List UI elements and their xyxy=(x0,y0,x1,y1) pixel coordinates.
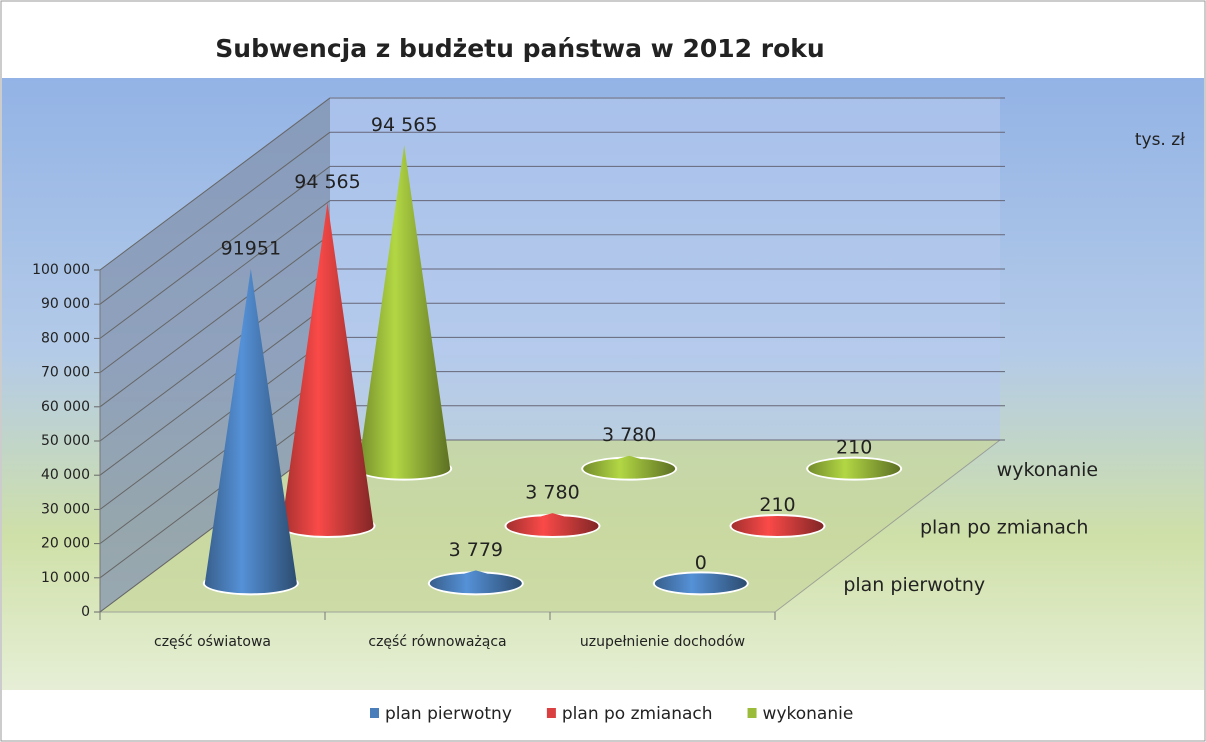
data-label: 3 779 xyxy=(449,539,503,561)
y-tick-label: 20 000 xyxy=(41,536,90,552)
grid-line xyxy=(99,302,331,476)
legend-swatch xyxy=(546,708,556,718)
y-tick-label: 10 000 xyxy=(41,570,90,586)
data-label: 0 xyxy=(695,552,707,574)
grid-line xyxy=(99,97,331,271)
cone xyxy=(429,570,522,594)
y-tick-label: 0 xyxy=(81,604,90,620)
grid-line xyxy=(99,268,331,442)
chart-title: Subwencja z budżetu państwa w 2012 roku xyxy=(215,34,824,63)
cone xyxy=(654,573,747,594)
cone xyxy=(358,145,451,479)
cone xyxy=(583,455,676,479)
cone xyxy=(808,458,901,479)
legend-label: plan po zmianach xyxy=(562,704,713,724)
data-label: 3 780 xyxy=(602,424,656,446)
data-label: 91951 xyxy=(221,237,281,259)
x-tick-label: uzupełnienie dochodów xyxy=(580,634,745,650)
legend-swatch xyxy=(370,708,379,718)
y-tick-label: 60 000 xyxy=(41,399,90,415)
data-label: 94 565 xyxy=(371,114,437,136)
data-label: 210 xyxy=(836,436,872,458)
grid-line xyxy=(99,165,331,339)
unit-label: tys. zł xyxy=(1135,130,1185,150)
grid-line xyxy=(99,371,331,545)
x-tick-label: część oświatowa xyxy=(154,634,271,650)
grid-line xyxy=(99,336,331,510)
x-tick-label: część równoważąca xyxy=(368,634,506,650)
data-label: 210 xyxy=(759,494,795,516)
depth-label: plan pierwotny xyxy=(843,574,985,596)
legend-label: plan pierwotny xyxy=(385,704,512,724)
y-tick-label: 50 000 xyxy=(41,433,90,449)
depth-label: plan po zmianach xyxy=(920,517,1088,539)
grid-line xyxy=(99,405,331,579)
legend-swatch xyxy=(747,708,757,718)
grid-line xyxy=(99,234,331,408)
depth-label: wykonanie xyxy=(997,459,1098,481)
cone xyxy=(506,513,599,536)
cone xyxy=(731,516,824,536)
y-tick-label: 70 000 xyxy=(41,365,90,381)
y-tick-label: 30 000 xyxy=(41,501,90,517)
grid-line xyxy=(99,200,331,374)
data-label: 94 565 xyxy=(294,171,360,193)
data-label: 3 780 xyxy=(525,482,579,504)
y-tick-label: 100 000 xyxy=(32,262,90,278)
cone xyxy=(281,202,374,536)
cone xyxy=(204,268,297,594)
y-tick-label: 40 000 xyxy=(41,467,90,483)
legend-label: wykonanie xyxy=(763,704,854,724)
grid-line xyxy=(99,131,331,305)
y-tick-label: 90 000 xyxy=(41,296,90,312)
y-tick-label: 80 000 xyxy=(41,330,90,346)
